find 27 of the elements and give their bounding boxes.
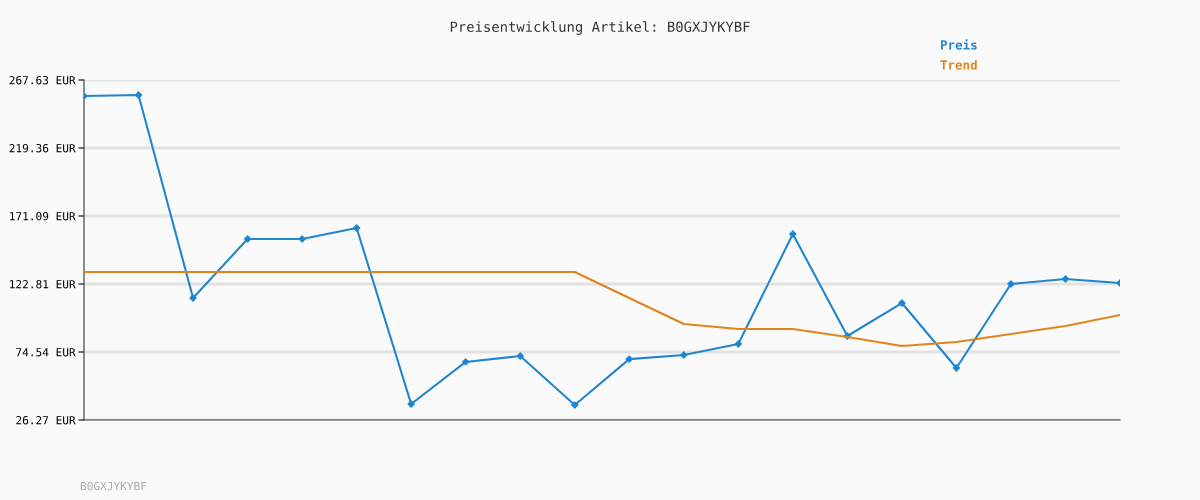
y-tick-label: 26.27 EUR <box>16 416 76 425</box>
point <box>243 235 252 243</box>
y-tick-label: 219.36 EUR <box>9 144 76 153</box>
point <box>134 91 143 99</box>
text: Preis <box>940 39 977 50</box>
point <box>352 224 361 232</box>
point <box>898 299 906 307</box>
chart-title: Preisentwicklung Artikel: B0GXJYKYBF <box>450 21 750 35</box>
point <box>789 230 797 238</box>
point <box>680 351 688 359</box>
text: Trend <box>940 59 977 70</box>
point <box>298 235 306 243</box>
point <box>952 364 961 372</box>
point <box>625 355 633 363</box>
y-tick-label: 74.54 EUR <box>16 348 76 357</box>
point <box>571 401 579 409</box>
point <box>1061 275 1070 283</box>
y-tick-label: 122.81 EUR <box>10 280 76 289</box>
point <box>189 294 197 302</box>
text: B0GXJYKYBF <box>80 481 147 491</box>
point <box>407 400 415 408</box>
point <box>516 352 524 360</box>
line-series <box>84 271 1120 348</box>
point <box>734 340 742 348</box>
y-tick-label: 267.63 EUR <box>9 76 76 85</box>
y-tick-label: 171.09 EUR <box>10 212 76 221</box>
point <box>462 358 470 366</box>
